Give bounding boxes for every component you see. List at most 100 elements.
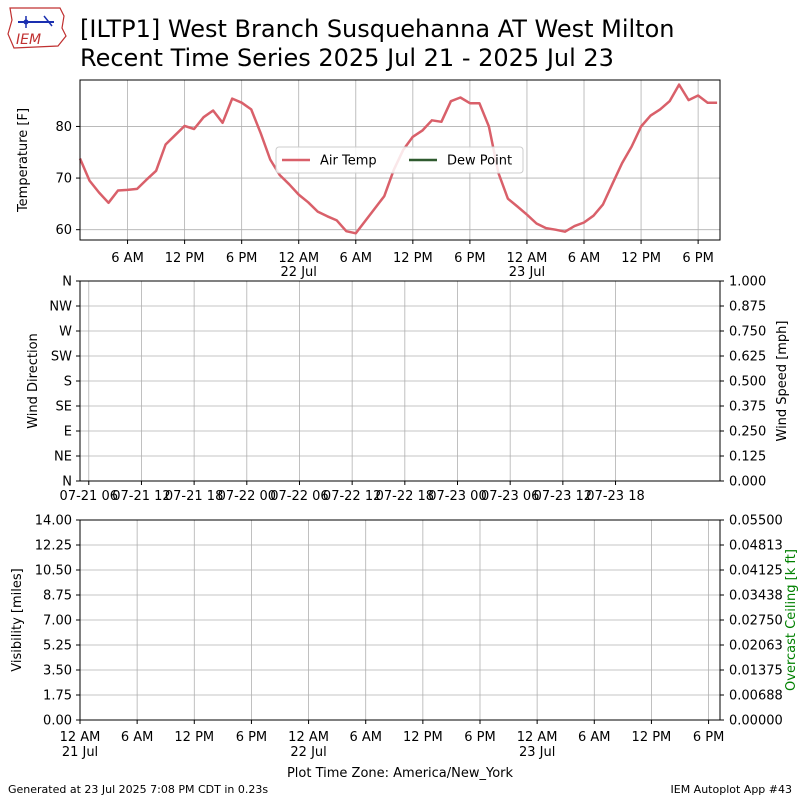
visibility-tick-label: 3.50: [43, 664, 72, 679]
generated-footer: Generated at 23 Jul 2025 7:08 PM CDT in …: [8, 783, 269, 796]
temp-x-tick-sublabel: 22 Jul: [281, 265, 317, 280]
visibility-tick-label: 7.00: [43, 614, 72, 629]
visibility-tick-label: 14.00: [35, 514, 72, 529]
wind-speed-tick-label: 0.875: [729, 300, 766, 315]
visibility-x-tick-label: 12 AM: [60, 730, 101, 745]
temp-y-ticks: 60 70 80: [55, 120, 80, 238]
wind-dir-tick-label: N: [62, 275, 72, 290]
visibility-x-tick-label: 12 PM: [632, 730, 672, 745]
visibility-x-tick-label: 6 AM: [578, 730, 611, 745]
wind-speed-tick-label: 0.750: [729, 325, 766, 340]
wind-x-tick-label: 07-22 18: [376, 489, 434, 504]
visibility-x-tick-sublabel: 22 Jul: [290, 745, 326, 760]
wind-dir-axis-label: Wind Direction: [26, 333, 41, 429]
temp-axes-frame: [79, 79, 721, 241]
wind-speed-tick-label: 0.500: [729, 375, 766, 390]
temp-x-tick-label: 6 PM: [454, 251, 485, 266]
temp-y-tick-label: 70: [55, 172, 72, 187]
visibility-grid: [79, 519, 720, 721]
wind-dir-tick-label: NE: [54, 450, 72, 465]
x-axis-label: Plot Time Zone: America/New_York: [287, 766, 514, 781]
wind-grid: [80, 280, 720, 482]
wind-speed-y-ticks: 0.000 0.125 0.250 0.375 0.500 0.625 0.750 0.875…: [720, 275, 766, 490]
temp-x-tick-label: 12 AM: [507, 251, 548, 266]
temp-x-tick-label: 6 AM: [111, 251, 144, 266]
temp-x-tick-sublabel: 23 Jul: [509, 265, 545, 280]
wind-x-tick-label: 07-23 06: [481, 489, 539, 504]
app-footer: IEM Autoplot App #43: [670, 783, 793, 796]
wind-dir-tick-label: W: [59, 325, 72, 340]
temp-y-tick-label: 80: [55, 120, 72, 135]
wind-speed-axis-label: Wind Speed [mph]: [775, 321, 790, 442]
visibility-x-tick-label: 6 PM: [464, 730, 495, 745]
wind-x-tick-label: 07-21 12: [112, 489, 170, 504]
wind-dir-tick-label: SE: [56, 400, 72, 415]
legend-box: [275, 146, 524, 174]
temp-legend: Air Temp Dew Point: [275, 146, 524, 174]
wind-x-tick-label: 07-22 00: [218, 489, 276, 504]
ceiling-axis-label: Overcast Ceiling [k ft]: [784, 549, 799, 691]
wind-x-tick-label: 07-22 12: [323, 489, 381, 504]
iem-logo: IEM: [7, 7, 67, 49]
ceiling-tick-label: 0.04125: [729, 564, 783, 579]
wind-x-tick-label: 07-21 06: [60, 489, 118, 504]
wind-dir-tick-label: SW: [51, 350, 72, 365]
visibility-x-tick-label: 12 PM: [174, 730, 214, 745]
visibility-tick-label: 1.75: [43, 689, 72, 704]
wind-speed-tick-label: 0.125: [729, 450, 766, 465]
temp-y-tick-label: 60: [55, 223, 72, 238]
ceiling-tick-label: 0.00688: [729, 689, 783, 704]
wind-x-tick-label: 07-23 00: [428, 489, 486, 504]
chart-title-line1: [ILTP1] West Branch Susquehanna AT West …: [80, 15, 675, 43]
wind-speed-tick-label: 1.000: [729, 275, 766, 290]
visibility-y-ticks: 0.00 1.75 3.50 5.25 7.00 8.75 10.50 12.25 14.00: [35, 514, 80, 729]
wind-x-tick-label: 07-23 12: [534, 489, 592, 504]
visibility-x-tick-label: 12 AM: [517, 730, 558, 745]
wind-speed-tick-label: 0.375: [729, 400, 766, 415]
visibility-x-tick-label: 12 AM: [288, 730, 329, 745]
visibility-tick-label: 8.75: [43, 589, 72, 604]
visibility-axis-label: Visibility [miles]: [10, 568, 25, 671]
temp-x-tick-label: 6 PM: [226, 251, 257, 266]
ceiling-y-ticks: 0.00000 0.00688 0.01375 0.02063 0.02750 0.034…: [720, 514, 783, 729]
wind-speed-tick-label: 0.250: [729, 425, 766, 440]
temp-x-tick-label: 12 PM: [393, 251, 433, 266]
legend-dew-point-label: Dew Point: [447, 154, 512, 169]
wind-dir-tick-label: E: [64, 425, 72, 440]
visibility-x-tick-label: 6 PM: [693, 730, 724, 745]
wind-dir-tick-label: NW: [49, 300, 72, 315]
ceiling-tick-label: 0.02063: [729, 639, 783, 654]
temp-x-tick-label: 6 AM: [340, 251, 373, 266]
visibility-tick-label: 10.50: [35, 564, 72, 579]
visibility-x-tick-label: 6 PM: [236, 730, 267, 745]
chart-title-line2: Recent Time Series 2025 Jul 21 - 2025 Ju…: [80, 44, 614, 72]
visibility-x-tick-label: 6 AM: [121, 730, 154, 745]
visibility-x-tick-sublabel: 23 Jul: [519, 745, 555, 760]
ceiling-tick-label: 0.01375: [729, 664, 783, 679]
ceiling-tick-label: 0.02750: [729, 614, 783, 629]
temp-x-tick-label: 6 AM: [568, 251, 601, 266]
visibility-x-tick-label: 12 PM: [403, 730, 443, 745]
temp-x-tick-label: 6 PM: [682, 251, 713, 266]
visibility-x-tick-sublabel: 21 Jul: [62, 745, 98, 760]
wind-x-tick-label: 07-23 18: [586, 489, 644, 504]
visibility-tick-label: 5.25: [43, 639, 72, 654]
ceiling-tick-label: 0.05500: [729, 514, 783, 529]
ceiling-tick-label: 0.03438: [729, 589, 783, 604]
logo-text: IEM: [16, 32, 41, 48]
temp-x-tick-label: 12 PM: [621, 251, 661, 266]
wind-speed-tick-label: 0.000: [729, 475, 766, 490]
visibility-x-tick-label: 6 AM: [349, 730, 382, 745]
ceiling-tick-label: 0.04813: [729, 539, 783, 554]
temp-x-tick-label: 12 AM: [278, 251, 319, 266]
wind-x-tick-label: 07-21 18: [165, 489, 223, 504]
wind-dir-y-ticks: N NE E SE S SW W NW N: [49, 275, 80, 490]
wind-x-tick-label: 07-22 06: [270, 489, 328, 504]
legend-air-temp-label: Air Temp: [320, 154, 377, 169]
temp-x-tick-label: 12 PM: [165, 251, 205, 266]
ceiling-tick-label: 0.00000: [729, 714, 783, 729]
